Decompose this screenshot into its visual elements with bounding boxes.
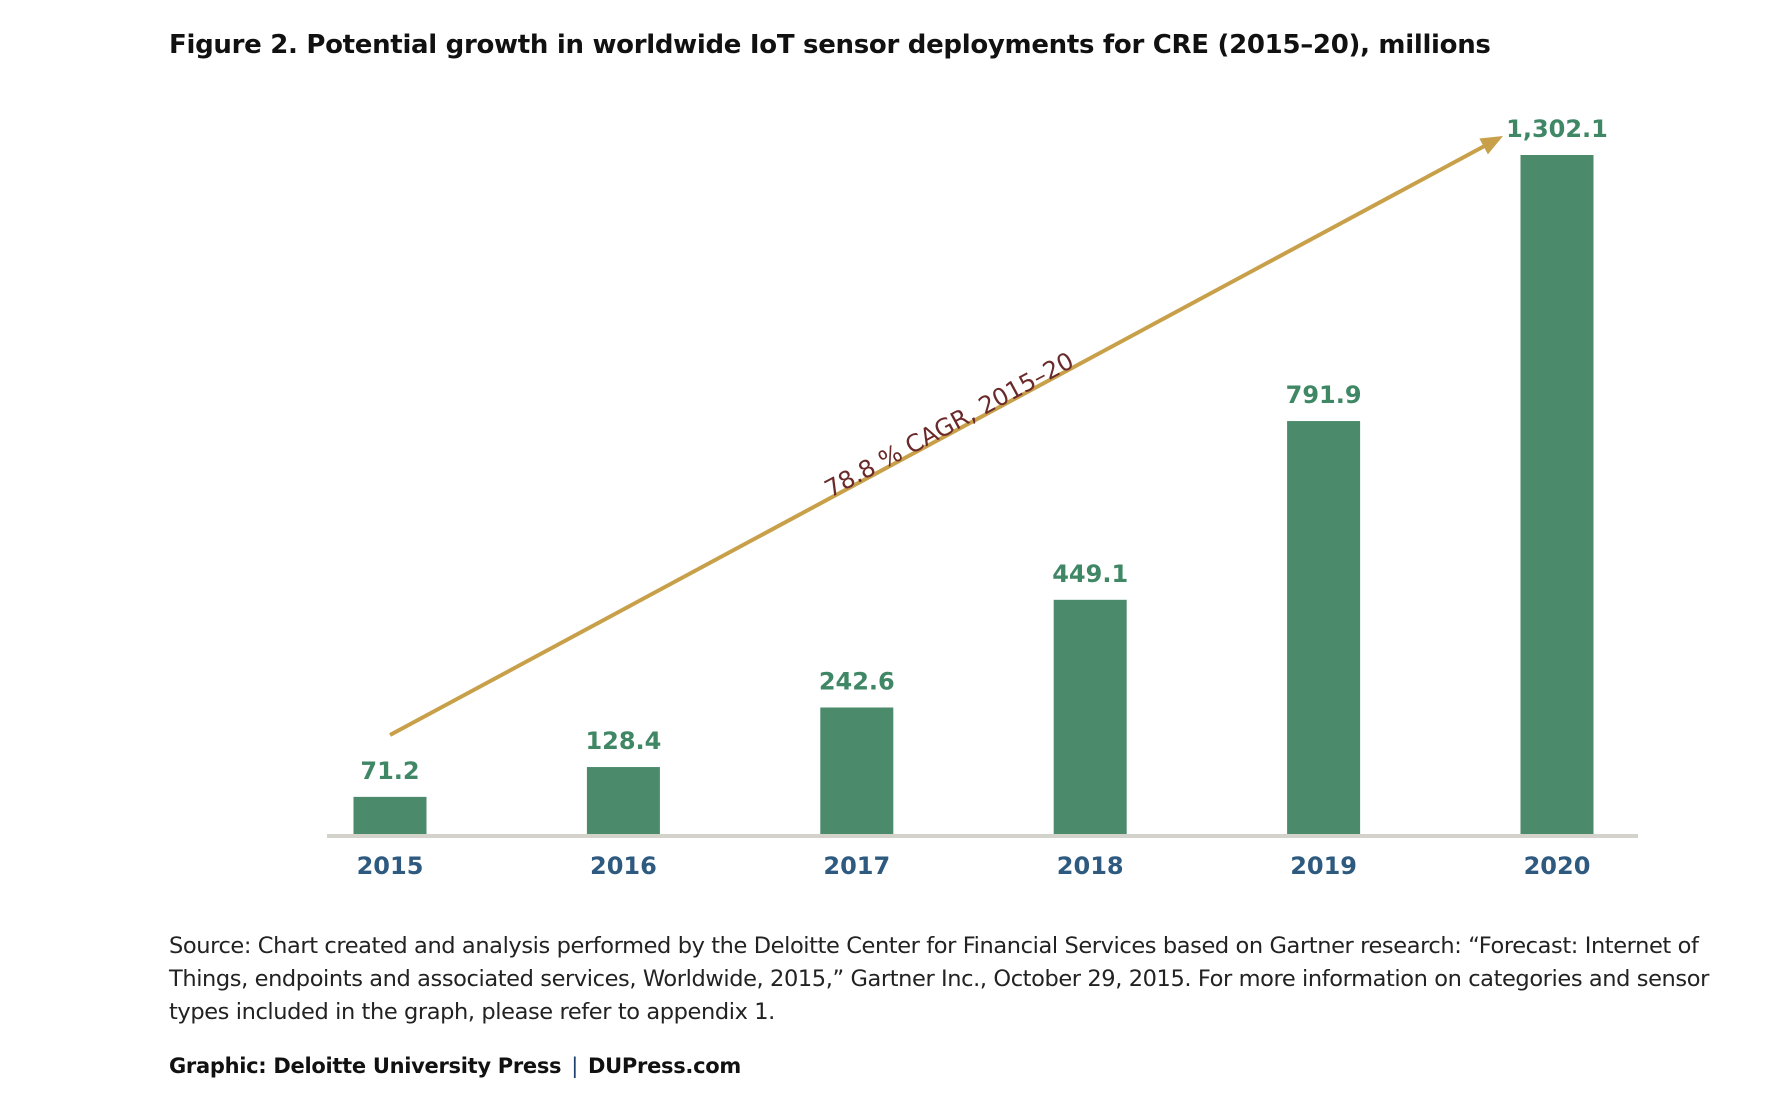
value-label-2015: 71.2 (360, 757, 419, 785)
bars-layer (353, 155, 1594, 834)
source-note: Source: Chart created and analysis perfo… (169, 933, 1709, 1025)
bar-2020 (1520, 155, 1594, 834)
credit-separator: | (571, 1054, 579, 1078)
bar-2017 (820, 707, 894, 834)
value-label-2020: 1,302.1 (1506, 115, 1608, 143)
value-label-2016: 128.4 (585, 727, 661, 755)
cagr-arrow-line (389, 140, 1492, 737)
x-tick-label-2016: 2016 (590, 852, 657, 880)
value-label-2017: 242.6 (819, 667, 895, 695)
graphic-credit: Graphic: Deloitte University Press | DUPre… (169, 1054, 741, 1078)
bar-2018 (1053, 599, 1127, 834)
x-tick-labels-layer: 2015 2016 2017 2018 2019 2020 (357, 852, 1591, 880)
value-label-2019: 791.9 (1286, 381, 1362, 409)
x-tick-label-2020: 2020 (1524, 852, 1591, 880)
bar-2015 (353, 796, 427, 834)
x-tick-label-2018: 2018 (1057, 852, 1124, 880)
value-label-2018: 449.1 (1052, 560, 1128, 588)
value-labels-layer: 71.2 128.4 242.6 449.1 791.9 1,302.1 (360, 115, 1607, 785)
credit-publisher: Graphic: Deloitte University Press (169, 1054, 562, 1078)
bar-2016 (586, 767, 660, 834)
cagr-arrow-head (1479, 136, 1503, 155)
x-tick-label-2019: 2019 (1290, 852, 1357, 880)
x-tick-label-2017: 2017 (823, 852, 890, 880)
x-tick-label-2015: 2015 (357, 852, 424, 880)
cagr-annotation: 78.8 % CAGR, 2015–20 (820, 347, 1078, 504)
credit-site: DUPress.com (588, 1054, 741, 1078)
bar-chart: 71.2 128.4 242.6 449.1 791.9 1,302.1 2015 2016… (327, 115, 1638, 880)
chart-title: Figure 2. Potential growth in worldwide … (169, 30, 1491, 60)
bar-2019 (1287, 421, 1361, 834)
